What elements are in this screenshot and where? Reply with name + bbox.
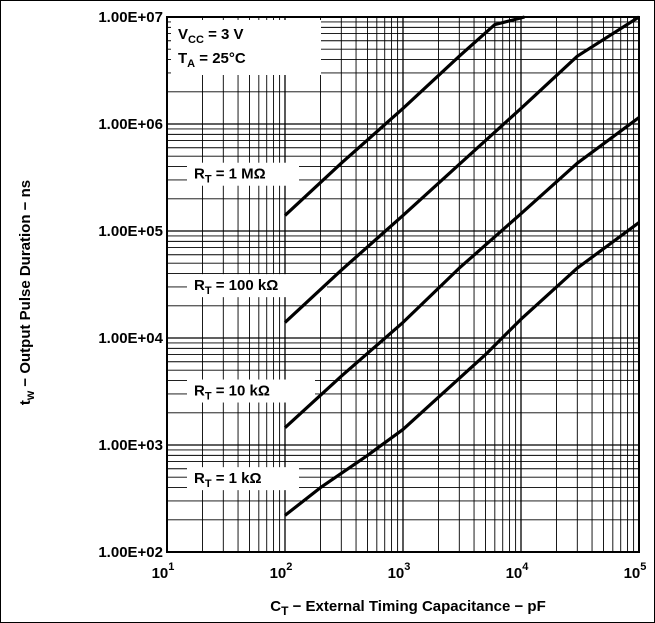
series-label: RT = 1 MΩ [194,166,266,186]
x-tick-label: 105 [624,561,647,582]
y-tick-label: 1.00E+02 [98,544,163,561]
conditions-box [171,20,321,75]
y-tick-label: 1.00E+07 [98,9,163,26]
condition-label: TA = 25°C [178,50,246,70]
y-tick-label: 1.00E+04 [98,330,163,347]
plot-border [166,16,640,553]
y-axis-title: tw − Output Pulse Duration − ns [17,180,37,405]
condition-label: VCC = 3 V [178,26,244,46]
series-line [283,116,640,429]
series-label: RT = 10 kΩ [194,383,270,403]
series-curves [283,15,640,517]
series-label: RT = 1 kΩ [194,470,262,490]
y-tick-label: 1.00E+05 [98,223,163,240]
series-line [283,15,525,217]
series-label-box [187,467,299,491]
series-label-box [187,274,327,298]
series-line [284,221,640,517]
series-label-box [187,379,315,403]
x-axis-title: CT − External Timing Capacitance − pF [270,598,546,618]
series-label: RT = 100 kΩ [194,277,278,297]
y-tick-label: 1.00E+03 [98,437,163,454]
x-tick-label: 103 [388,561,411,582]
y-tick-label: 1.00E+06 [98,116,163,133]
series-label-box [187,162,299,186]
series-line [283,15,640,324]
x-tick-label: 102 [270,561,293,582]
x-tick-label: 101 [152,561,175,582]
x-tick-label: 104 [506,561,530,582]
